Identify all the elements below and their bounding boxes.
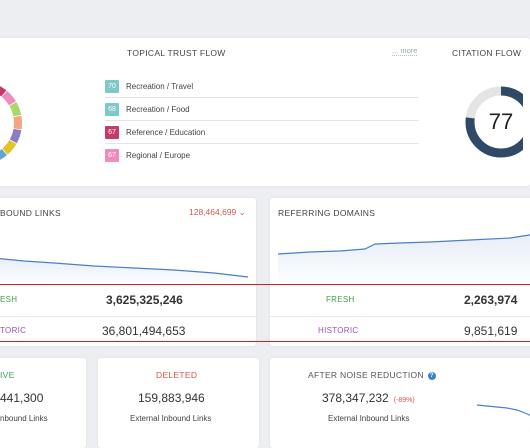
topic-row[interactable]: 70 Recreation / Travel <box>105 76 419 98</box>
inbound-total-value: 128,464,699 <box>189 207 237 217</box>
deleted-subtitle: External Inbound Links <box>130 414 212 423</box>
deleted-links-card[interactable]: DELETED 159,883,946 External Inbound Lin… <box>98 358 259 448</box>
deleted-title: DELETED <box>156 370 198 380</box>
noise-title: AFTER NOISE REDUCTION? <box>308 370 436 380</box>
citation-flow-title: CITATION FLOW <box>452 48 522 58</box>
inbound-links-total[interactable]: 128,464,699 ⌄ <box>189 207 246 218</box>
topic-score-badge: 68 <box>105 103 119 116</box>
referring-domains-sparkline <box>277 234 530 282</box>
donut-segment[interactable] <box>0 84 7 97</box>
topical-trust-flow-title: TOPICAL TRUST FLOW <box>127 48 226 58</box>
referring-trend-line <box>277 234 530 255</box>
donut-segment[interactable] <box>9 102 22 117</box>
referring-domains-title: REFERRING DOMAINS <box>278 208 376 218</box>
trust-flow-card: TOPICAL TRUST FLOW ... more CITATION FLO… <box>0 38 530 186</box>
inbound-fresh-value: 3,625,325,246 <box>106 293 183 307</box>
live-title: IVE <box>0 370 15 380</box>
noise-subtitle: External Inbound Links <box>328 414 410 423</box>
topic-label: Regional / Europe <box>126 151 191 160</box>
highlight-box <box>0 284 530 342</box>
topic-label: Recreation / Travel <box>126 82 194 91</box>
donut-segment[interactable] <box>0 149 7 162</box>
referring-historic-value: 9,851,619 <box>464 324 518 338</box>
live-value: 441,300 <box>0 391 44 405</box>
citation-flow-value: 77 <box>489 109 513 134</box>
topic-label: Reference / Education <box>126 128 206 137</box>
topic-score-badge: 67 <box>105 149 119 162</box>
noise-title-text: AFTER NOISE REDUCTION <box>308 370 424 380</box>
noise-value-line: 378,347,232 (-89%) <box>322 391 415 405</box>
citation-flow-gauge: 77 <box>465 86 523 158</box>
fresh-label: ESH <box>0 295 18 304</box>
info-icon[interactable]: ? <box>427 372 436 380</box>
noise-value: 378,347,232 <box>322 391 389 405</box>
topical-trust-flow-donut <box>0 84 23 162</box>
topic-label: Recreation / Food <box>126 105 190 114</box>
noise-sparkline <box>476 404 530 416</box>
more-link[interactable]: ... more <box>392 46 418 56</box>
inbound-historic-value: 36,801,494,653 <box>102 324 186 338</box>
noise-reduction-card[interactable]: AFTER NOISE REDUCTION? 378,347,232 (-89%)… <box>270 358 530 448</box>
historic-label: TORIC <box>0 326 27 335</box>
chevron-down-icon: ⌄ <box>236 207 246 217</box>
topic-score-badge: 70 <box>105 80 119 93</box>
topic-score-badge: 67 <box>105 126 119 139</box>
divider <box>0 316 256 317</box>
fresh-label: FRESH <box>326 295 355 304</box>
deleted-value: 159,883,946 <box>138 391 205 405</box>
topical-trust-flow-list: 70 Recreation / Travel 68 Recreation / F… <box>105 76 419 167</box>
referring-fresh-value: 2,263,974 <box>464 293 518 307</box>
historic-label: HISTORIC <box>318 326 359 335</box>
inbound-links-sparkline <box>0 257 249 282</box>
noise-percent: (-89%) <box>393 397 415 404</box>
divider <box>270 316 530 317</box>
donut-segment[interactable] <box>1 90 16 106</box>
donut-segment[interactable] <box>13 115 23 130</box>
live-subtitle: nbound Links <box>0 414 48 423</box>
inbound-trend-line <box>0 257 249 278</box>
inbound-links-title: BOUND LINKS <box>0 208 61 218</box>
topic-row[interactable]: 67 Reference / Education <box>105 122 419 144</box>
topic-row[interactable]: 67 Regional / Europe <box>105 145 419 166</box>
live-links-card[interactable]: IVE 441,300 nbound Links <box>0 358 86 448</box>
donut-segment[interactable] <box>2 140 17 155</box>
donut-segment[interactable] <box>9 128 22 144</box>
referring-domains-card: REFERRING DOMAINS FRESH 2,263,974 HISTOR… <box>270 198 530 346</box>
citation-gauge-fill <box>465 86 523 158</box>
topic-row[interactable]: 68 Recreation / Food <box>105 99 419 121</box>
inbound-links-card: BOUND LINKS 128,464,699 ⌄ ESH 3,625,325,… <box>0 198 256 346</box>
